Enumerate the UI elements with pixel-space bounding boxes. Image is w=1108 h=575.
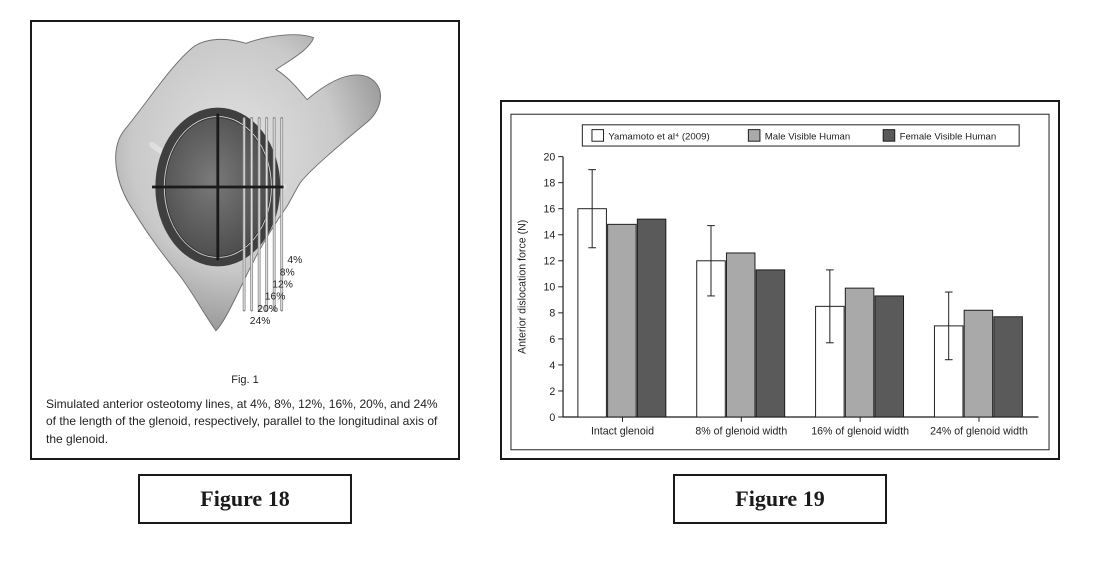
figure-19-frame: 0 2 4 6 8 10 12 14 16 18 20 Anterior dislocation fo… — [500, 100, 1060, 460]
svg-text:18: 18 — [544, 178, 556, 190]
svg-text:Male Visible Human: Male Visible Human — [765, 131, 850, 142]
svg-text:4: 4 — [549, 360, 555, 372]
svg-text:20: 20 — [544, 152, 556, 164]
svg-text:Yamamoto et al⁴ (2009): Yamamoto et al⁴ (2009) — [608, 131, 709, 142]
svg-text:6: 6 — [549, 334, 555, 346]
figure-18-frame: 4%8% 12%16%20%24% Fig. 1 Simulated anteri… — [30, 20, 460, 460]
page-root: 4%8% 12%16%20%24% Fig. 1 Simulated anteri… — [0, 0, 1108, 524]
svg-text:12: 12 — [544, 256, 556, 268]
glenoid-svg: 4%8% 12%16%20%24% — [46, 32, 446, 342]
svg-text:16: 16 — [544, 204, 556, 216]
svg-text:14: 14 — [544, 230, 556, 242]
svg-text:10: 10 — [544, 282, 556, 294]
figure-18-panel: 4%8% 12%16%20%24% Fig. 1 Simulated anteri… — [30, 20, 460, 524]
glenoid-illustration: 4%8% 12%16%20%24% — [46, 32, 444, 368]
svg-text:8%: 8% — [280, 267, 295, 278]
bar-chart-svg: 0 2 4 6 8 10 12 14 16 18 20 Anterior dislocation fo… — [510, 110, 1050, 454]
svg-text:8: 8 — [549, 308, 555, 320]
svg-text:16%: 16% — [265, 292, 286, 303]
svg-text:20%: 20% — [257, 304, 278, 315]
svg-text:2: 2 — [549, 386, 555, 398]
figure-19-box-label: Figure 19 — [673, 474, 886, 524]
figure-18-box-label: Figure 18 — [138, 474, 351, 524]
svg-text:8% of glenoid width: 8% of glenoid width — [695, 425, 787, 437]
svg-text:4%: 4% — [287, 255, 302, 266]
svg-text:Female Visible Human: Female Visible Human — [900, 131, 997, 142]
svg-text:0: 0 — [549, 412, 555, 424]
svg-text:Intact glenoid: Intact glenoid — [591, 425, 654, 437]
svg-text:Anterior dislocation force (N): Anterior dislocation force (N) — [516, 220, 528, 354]
svg-text:12%: 12% — [272, 280, 293, 291]
figure-19-panel: 0 2 4 6 8 10 12 14 16 18 20 Anterior dislocation fo… — [500, 20, 1060, 524]
svg-text:24%: 24% — [250, 316, 271, 327]
svg-text:16% of glenoid width: 16% of glenoid width — [811, 425, 909, 437]
bar-chart: 0 2 4 6 8 10 12 14 16 18 20 Anterior dislocation fo… — [510, 110, 1050, 454]
fig1-label: Fig. 1 — [46, 374, 444, 386]
svg-text:24% of glenoid width: 24% of glenoid width — [930, 425, 1028, 437]
figure-18-caption: Simulated anterior osteotomy lines, at 4… — [46, 396, 444, 448]
